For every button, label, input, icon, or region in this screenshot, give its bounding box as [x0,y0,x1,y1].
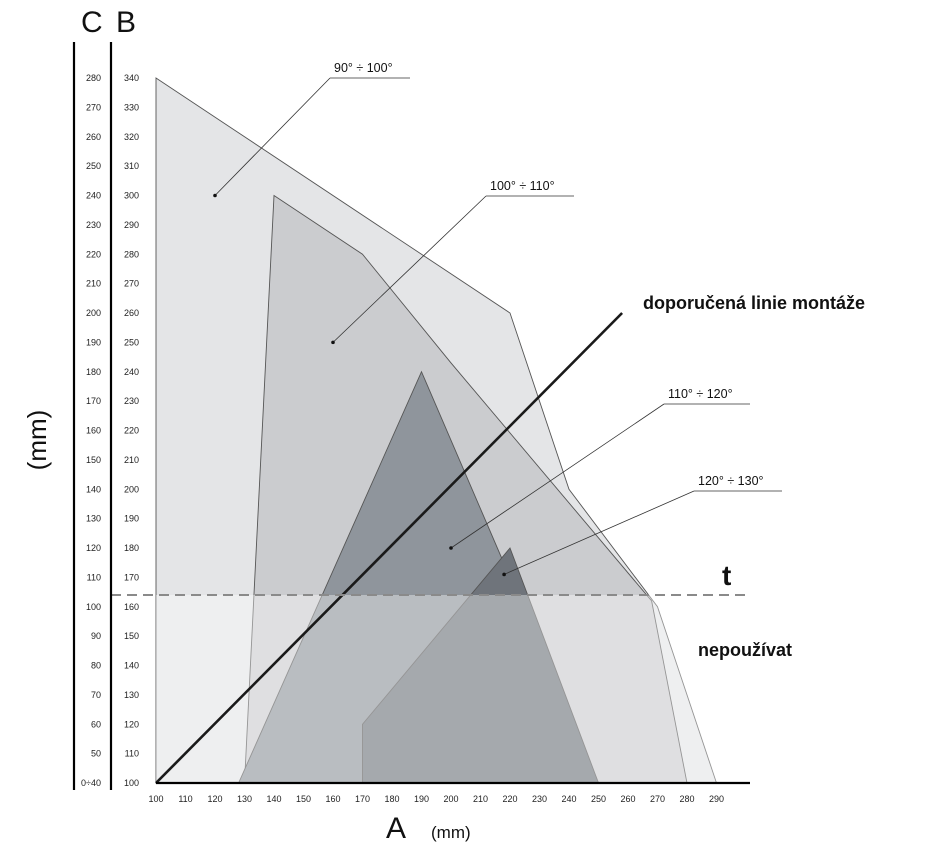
leader-line [214,77,331,196]
c-tick-label: 80 [91,661,101,671]
below-threshold-label: nepoužívat [698,640,792,660]
c-tick-label: 150 [86,455,101,465]
x-tick-label: 250 [591,794,606,804]
x-tick-label: 230 [532,794,547,804]
c-tick-label: 110 [87,572,101,582]
recommended-mounting-line [155,312,624,784]
x-axis-unit: (mm) [431,823,471,842]
x-axis-letter: A [386,812,406,845]
b-tick-label: 190 [124,514,139,524]
x-tick-label: 280 [679,794,694,804]
zone-label: 110° ÷ 120° [668,387,733,401]
c-tick-label: 100 [86,602,101,612]
x-tick-label: 190 [414,794,429,804]
b-tick-label: 160 [124,602,139,612]
c-tick-label: 160 [86,426,101,436]
c-tick-label: 260 [86,132,101,142]
b-tick-label: 130 [124,690,139,700]
c-tick-label: 60 [91,719,101,729]
y-axis-unit: (mm) [22,410,52,471]
b-tick-label: 330 [124,102,139,112]
b-tick-label: 340 [124,73,139,83]
c-tick-label: 70 [91,690,101,700]
b-tick-label: 100 [124,778,139,788]
zone-marker-dot [502,572,506,577]
x-tick-label: 170 [355,794,370,804]
b-tick-label: 260 [124,308,139,318]
x-tick-label: 160 [325,794,340,804]
zones-layer [155,77,718,784]
axis-c-ticks: 0÷40 50 60 70 80 90 100 110 120 130 140 150 160 170 18… [81,73,101,788]
axis-c-letter: C [81,6,103,39]
b-tick-label: 230 [124,396,139,406]
c-tick-label: 170 [86,396,101,406]
x-tick-label: 150 [296,794,311,804]
c-tick-label: 200 [86,308,101,318]
x-tick-label: 290 [709,794,724,804]
below-threshold-overlay [156,595,717,783]
x-tick-label: 100 [148,794,163,804]
c-tick-label: 90 [91,631,101,641]
x-tick-label: 130 [237,794,252,804]
b-tick-label: 120 [124,719,139,729]
b-tick-label: 200 [124,484,139,494]
b-tick-label: 320 [124,132,139,142]
c-tick-label: 120 [86,543,101,553]
c-tick-label: 190 [86,337,101,347]
c-tick-label: 130 [86,514,101,524]
b-tick-label: 290 [124,220,139,230]
b-tick-label: 150 [124,631,139,641]
x-tick-label: 260 [620,794,635,804]
c-tick-label: 250 [86,161,101,171]
axis-b-letter: B [116,6,136,39]
x-tick-label: 200 [443,794,458,804]
c-tick-label: 230 [86,220,101,230]
c-tick-label: 140 [86,484,101,494]
c-tick-label: 220 [86,249,101,259]
x-tick-label: 270 [650,794,665,804]
x-tick-label: 220 [502,794,517,804]
b-tick-label: 220 [124,426,139,436]
b-tick-label: 210 [124,455,139,465]
zone-label: 90° ÷ 100° [334,61,393,75]
b-tick-label: 240 [124,367,139,377]
c-tick-label: 180 [86,367,101,377]
b-tick-label: 140 [124,661,139,671]
c-tick-label: 210 [86,279,101,289]
c-tick-label: 280 [86,73,101,83]
b-tick-label: 110 [125,749,139,759]
leader-lines-layer [213,77,782,577]
x-tick-label: 140 [266,794,281,804]
zone-label: 120° ÷ 130° [698,474,764,488]
b-tick-label: 300 [124,191,139,201]
b-tick-label: 170 [124,572,139,582]
threshold-label: t [722,560,731,591]
axis-x-ticks: 100 110 120 130 140 150 160 170 180 190 200 210 220 2… [148,794,724,804]
leader-line [503,490,695,575]
x-tick-label: 110 [178,794,192,804]
axis-b-ticks: 100 110 120 130 140 150 160 170 180 190 200 210 220 2… [124,73,139,788]
leader-line [332,195,487,343]
c-tick-label: 0÷40 [81,778,101,788]
x-tick-label: 180 [384,794,399,804]
zone-marker-dot [213,193,217,198]
b-tick-label: 280 [124,249,139,259]
b-tick-label: 250 [124,337,139,347]
zone-labels-layer: 90° ÷ 100° 100° ÷ 110° 110° ÷ 120° 120° ÷ 1… [334,61,764,488]
b-tick-label: 310 [124,161,139,171]
x-tick-label: 240 [561,794,576,804]
c-tick-label: 50 [91,749,101,759]
zone-label: 100° ÷ 110° [490,179,555,193]
b-tick-label: 180 [124,543,139,553]
c-tick-label: 240 [86,191,101,201]
zone-marker-dot [331,340,335,345]
recommended-line-label: doporučená linie montáže [643,293,865,313]
leader-line [450,403,665,549]
b-tick-label: 270 [124,279,139,289]
x-tick-label: 210 [473,794,488,804]
zone-marker-dot [449,546,453,550]
c-tick-label: 270 [86,102,101,112]
x-tick-label: 120 [207,794,222,804]
